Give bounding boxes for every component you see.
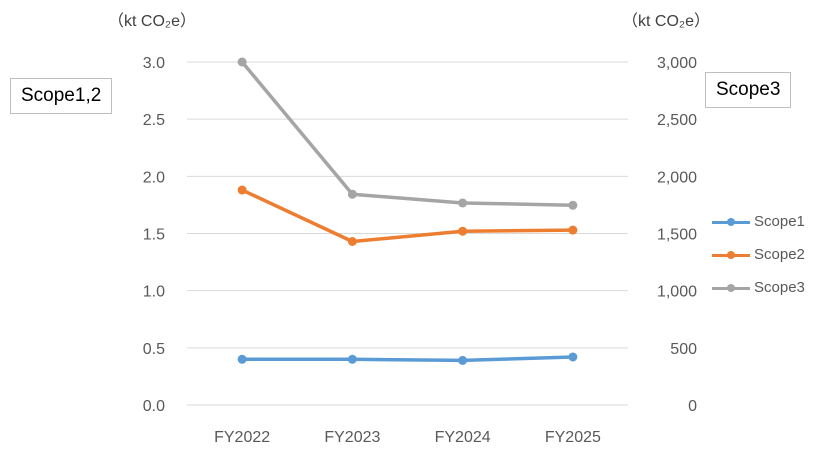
legend-label: Scope2 <box>754 246 805 263</box>
data-point-scope2 <box>237 185 247 195</box>
right-tick-label: 3,000 <box>657 55 697 72</box>
left-axis-unit: （kt CO₂e） <box>108 12 196 30</box>
gridlines <box>187 61 628 406</box>
data-point-scope2 <box>347 237 357 247</box>
right-tick-label: 1,000 <box>657 284 697 301</box>
legend-label: Scope3 <box>754 279 805 296</box>
left-axis-ticks: 0.0 0.5 1.0 1.5 2.0 2.5 3.0 <box>143 55 165 415</box>
x-tick-label: FY2025 <box>545 429 601 446</box>
data-point-scope2 <box>458 226 468 236</box>
legend-item-scope3: Scope3 <box>712 271 805 304</box>
legend: Scope1 Scope2 Scope3 <box>712 205 805 304</box>
right-tick-label: 1,500 <box>657 227 697 244</box>
right-axis-title: Scope3 <box>705 72 792 108</box>
left-tick-label: 2.5 <box>143 112 165 129</box>
series-lines <box>237 57 578 365</box>
right-axis-ticks: 0 500 1,000 1,500 2,000 2,500 3,000 <box>657 55 697 415</box>
series-line-scope2 <box>241 188 573 244</box>
right-tick-label: 0 <box>688 398 697 415</box>
data-point-scope1 <box>347 354 357 364</box>
legend-label: Scope1 <box>754 213 805 230</box>
right-tick-label: 500 <box>670 341 697 358</box>
legend-item-scope1: Scope1 <box>712 205 805 238</box>
left-tick-label: 3.0 <box>143 55 165 72</box>
legend-swatch <box>712 248 750 262</box>
series-line-scope1 <box>242 355 573 363</box>
data-point-scope1 <box>237 354 247 364</box>
left-tick-label: 1.5 <box>143 227 165 244</box>
left-tick-label: 2.0 <box>143 169 165 186</box>
data-point-scope3 <box>458 198 468 208</box>
x-tick-label: FY2022 <box>214 429 270 446</box>
data-point-scope2 <box>568 225 578 235</box>
data-point-scope1 <box>458 355 468 365</box>
right-tick-label: 2,000 <box>657 169 697 186</box>
right-axis-unit: （kt CO₂e） <box>622 12 710 30</box>
right-tick-label: 2,500 <box>657 112 697 129</box>
left-tick-label: 0.5 <box>143 341 165 358</box>
series-line-scope3 <box>240 60 573 208</box>
x-tick-label: FY2024 <box>435 429 491 446</box>
x-axis-ticks: FY2022 FY2023 FY2024 FY2025 <box>214 429 601 446</box>
legend-swatch <box>712 281 750 295</box>
data-point-scope3 <box>347 189 357 199</box>
x-tick-label: FY2023 <box>324 429 380 446</box>
data-point-scope1 <box>568 352 578 362</box>
data-point-scope3 <box>568 200 578 210</box>
left-axis-title: Scope1,2 <box>10 78 113 114</box>
left-tick-label: 0.0 <box>143 398 165 415</box>
left-tick-label: 1.0 <box>143 284 165 301</box>
legend-item-scope2: Scope2 <box>712 238 805 271</box>
data-point-scope3 <box>237 57 247 67</box>
legend-swatch <box>712 215 750 229</box>
